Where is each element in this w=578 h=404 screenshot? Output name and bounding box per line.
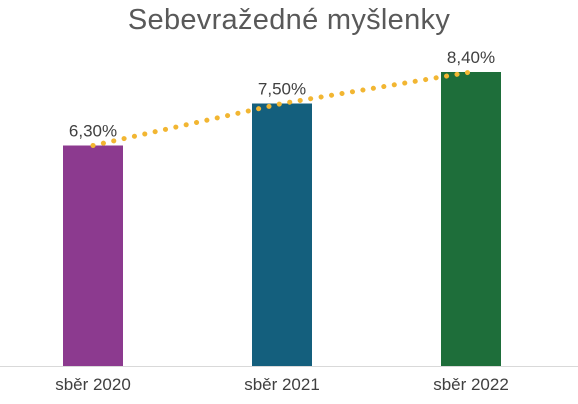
x-tick-label-3: sběr 2022	[433, 375, 509, 394]
bar-1	[63, 145, 123, 366]
bar-3	[441, 72, 501, 366]
trendline	[90, 69, 474, 148]
data-label-2: 7,50%	[258, 80, 306, 99]
x-tick-label-2: sběr 2021	[244, 375, 320, 394]
data-label-3: 8,40%	[447, 48, 495, 67]
data-label-1: 6,30%	[69, 122, 117, 141]
chart-title: Sebevražedné myšlenky	[127, 4, 451, 36]
bar-2	[252, 103, 312, 366]
x-tick-label-1: sběr 2020	[55, 375, 131, 394]
